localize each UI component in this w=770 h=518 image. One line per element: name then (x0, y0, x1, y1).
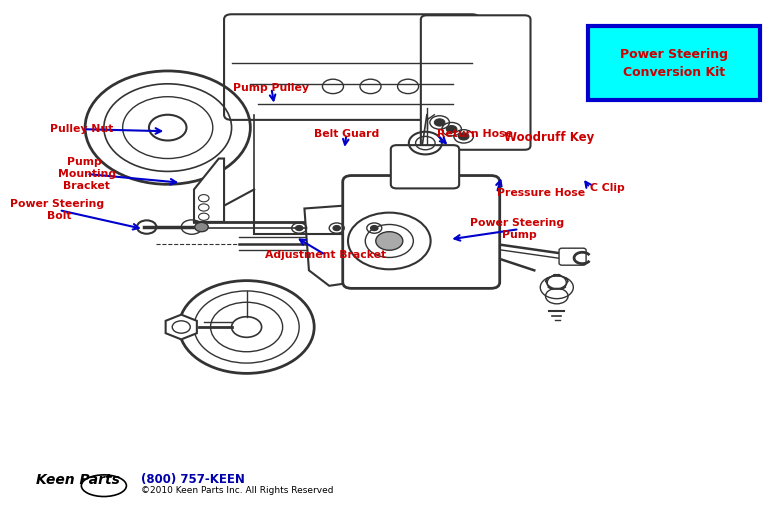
Text: Pump 
Mounting
Bracket: Pump Mounting Bracket (58, 157, 116, 191)
FancyBboxPatch shape (224, 15, 480, 120)
Text: Return Hose: Return Hose (437, 130, 513, 139)
Circle shape (458, 133, 469, 140)
Polygon shape (194, 159, 224, 222)
Text: Belt Guard: Belt Guard (314, 130, 379, 139)
FancyBboxPatch shape (391, 145, 459, 189)
FancyBboxPatch shape (421, 16, 531, 150)
Text: Power Steering 
Pump: Power Steering Pump (470, 218, 568, 240)
Text: C Clip: C Clip (590, 183, 624, 193)
Text: ©2010 Keen Parts Inc. All Rights Reserved: ©2010 Keen Parts Inc. All Rights Reserve… (142, 486, 334, 495)
Ellipse shape (82, 475, 126, 497)
Text: (800) 757-KEEN: (800) 757-KEEN (142, 473, 246, 486)
Text: Woodruff Key: Woodruff Key (504, 132, 594, 145)
Text: Power Steering
Conversion Kit: Power Steering Conversion Kit (621, 48, 728, 79)
Circle shape (333, 225, 340, 231)
Text: Pressure Hose: Pressure Hose (497, 188, 585, 198)
FancyBboxPatch shape (343, 176, 500, 289)
Circle shape (370, 225, 378, 231)
Circle shape (195, 222, 209, 232)
Text: Power Steering 
Bolt: Power Steering Bolt (10, 199, 108, 221)
FancyBboxPatch shape (559, 248, 586, 265)
Text: Pulley Nut: Pulley Nut (50, 124, 113, 134)
Text: Pump Pulley: Pump Pulley (233, 83, 310, 93)
Polygon shape (304, 205, 354, 286)
Circle shape (296, 225, 303, 231)
Circle shape (447, 125, 457, 133)
FancyBboxPatch shape (588, 26, 760, 100)
Circle shape (434, 119, 445, 126)
Text: Keen Parts: Keen Parts (36, 472, 120, 486)
Circle shape (376, 232, 403, 250)
Text: Adjustment Bracket: Adjustment Bracket (265, 250, 386, 260)
